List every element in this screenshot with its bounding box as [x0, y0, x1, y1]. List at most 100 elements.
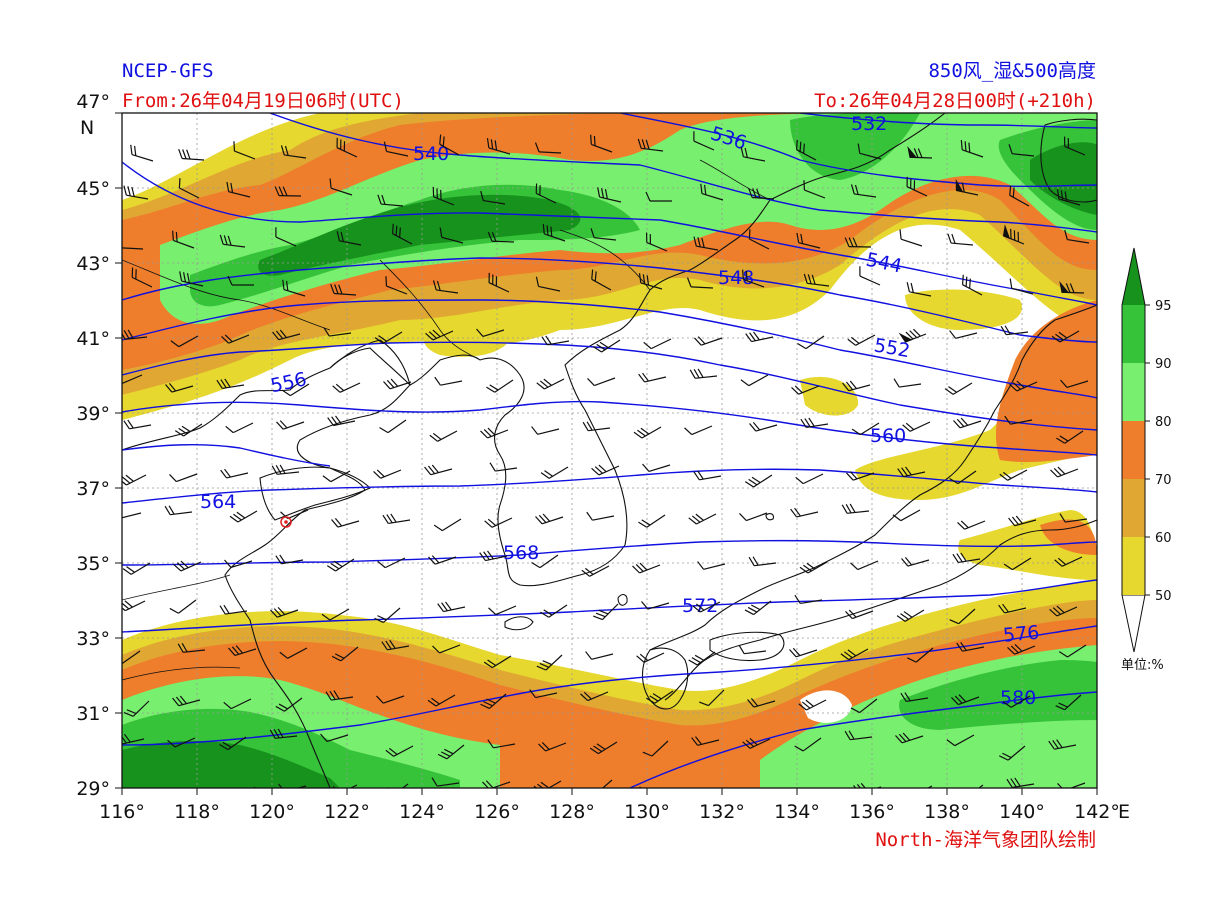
- wind-barb: [385, 276, 408, 295]
- wind-barb: [270, 606, 299, 618]
- wind-barb: [1063, 136, 1086, 156]
- wind-barb: [748, 556, 777, 567]
- wind-barb: [123, 185, 149, 200]
- contour-label-580: 580: [1000, 687, 1036, 709]
- wind-barb: [323, 327, 352, 337]
- wind-barb: [529, 689, 558, 699]
- axis-ticks: [115, 112, 1098, 795]
- wind-barb: [590, 134, 613, 153]
- colorbar-label: 90: [1155, 357, 1172, 372]
- wind-barb: [1006, 777, 1035, 788]
- wind-barb: [332, 382, 361, 393]
- contour-544: [122, 161, 1097, 306]
- wind-barb: [531, 426, 560, 435]
- wind-barb: [330, 284, 357, 296]
- height-contours: [122, 113, 1097, 788]
- wind-barb: [637, 138, 664, 152]
- wind-barb: [437, 601, 466, 613]
- wind-barb: [229, 510, 258, 523]
- wind-barb: [789, 647, 818, 658]
- wind-barb: [488, 272, 510, 293]
- wind-barb: [433, 518, 462, 532]
- wind-barb: [1000, 325, 1029, 336]
- wind-barb: [853, 782, 882, 788]
- wind-barb: [326, 558, 355, 572]
- wind-barb: [275, 697, 303, 712]
- wind-barb: [749, 422, 778, 432]
- credit-label: North-海洋气象团队绘制: [875, 829, 1096, 851]
- wind-barb: [486, 138, 511, 155]
- wind-barb: [999, 745, 1026, 761]
- wind-barb: [439, 134, 460, 156]
- wind-barb: [744, 474, 773, 488]
- wind-barb: [269, 728, 298, 739]
- colorbar-label: 70: [1155, 473, 1172, 488]
- wind-barb: [480, 693, 507, 709]
- wind-barb: [638, 514, 666, 528]
- wind-barb: [897, 466, 926, 478]
- wind-barb: [794, 737, 822, 752]
- wind-barb: [336, 137, 358, 158]
- colorbar-low-extend: [1121, 594, 1146, 653]
- contour-580: [629, 691, 1097, 788]
- wind-barb: [123, 700, 150, 717]
- wind-barb: [952, 552, 981, 564]
- wind-barb: [638, 273, 663, 290]
- wind-barb: [487, 739, 516, 749]
- wind-barb: [531, 554, 559, 569]
- x-tick-label: 138°: [924, 801, 970, 823]
- wind-barb: [907, 647, 934, 663]
- wind-barb: [429, 430, 458, 442]
- contour-label-576: 576: [1002, 622, 1040, 647]
- wind-barb: [486, 379, 514, 393]
- wind-barb: [533, 780, 562, 788]
- wind-barb: [589, 741, 618, 755]
- wind-barb: [425, 329, 454, 341]
- contour-564-west: [122, 443, 331, 467]
- wind-barb: [432, 186, 455, 206]
- wind-barb: [1009, 278, 1034, 295]
- wind-barb: [896, 609, 925, 622]
- wind-barb: [1064, 229, 1090, 244]
- wind-barb: [998, 603, 1027, 614]
- wind-barb: [803, 180, 826, 199]
- wind-barb: [534, 142, 562, 154]
- wind-barb: [536, 378, 565, 390]
- wind-barb: [480, 427, 509, 439]
- wind-barb: [483, 655, 512, 669]
- colorbar-swatch-90: [1122, 305, 1145, 363]
- wind-barb: [165, 383, 194, 393]
- wind-barb: [479, 550, 508, 562]
- wind-barb: [791, 385, 820, 395]
- wind-barb: [179, 271, 204, 287]
- wind-barbs: [122, 131, 1090, 788]
- wind-barb: [329, 178, 353, 196]
- wind-barb: [798, 699, 827, 711]
- y-tick-label: 39°: [76, 403, 110, 425]
- wind-barb: [535, 183, 557, 204]
- wind-barb: [374, 607, 401, 623]
- china-coast: [122, 347, 411, 788]
- wind-barb: [740, 147, 766, 162]
- wind-barb: [383, 378, 412, 390]
- colorbar-unit-label: 单位:%: [1121, 658, 1164, 673]
- wind-barb: [951, 694, 980, 706]
- liaodong-peninsula: [329, 339, 481, 386]
- colorbar-label: 80: [1155, 415, 1172, 430]
- wind-barb: [747, 698, 776, 708]
- wind-barb: [322, 470, 351, 483]
- wind-barb: [321, 608, 350, 621]
- wind-barb: [850, 184, 877, 198]
- wind-barb: [216, 378, 245, 390]
- wind-barb: [131, 267, 153, 288]
- wind-barb: [174, 423, 203, 437]
- x-tick-label: 130°: [624, 801, 670, 823]
- contour-572: [122, 579, 1097, 633]
- wind-barb: [439, 227, 464, 244]
- wind-barb: [906, 282, 932, 297]
- colorbar: 50 60 70 80 90 95 单位:%: [1121, 247, 1172, 673]
- wind-barb: [538, 742, 567, 752]
- wind-barb: [841, 503, 870, 514]
- wind-barb: [437, 744, 465, 760]
- wind-barb: [738, 644, 767, 655]
